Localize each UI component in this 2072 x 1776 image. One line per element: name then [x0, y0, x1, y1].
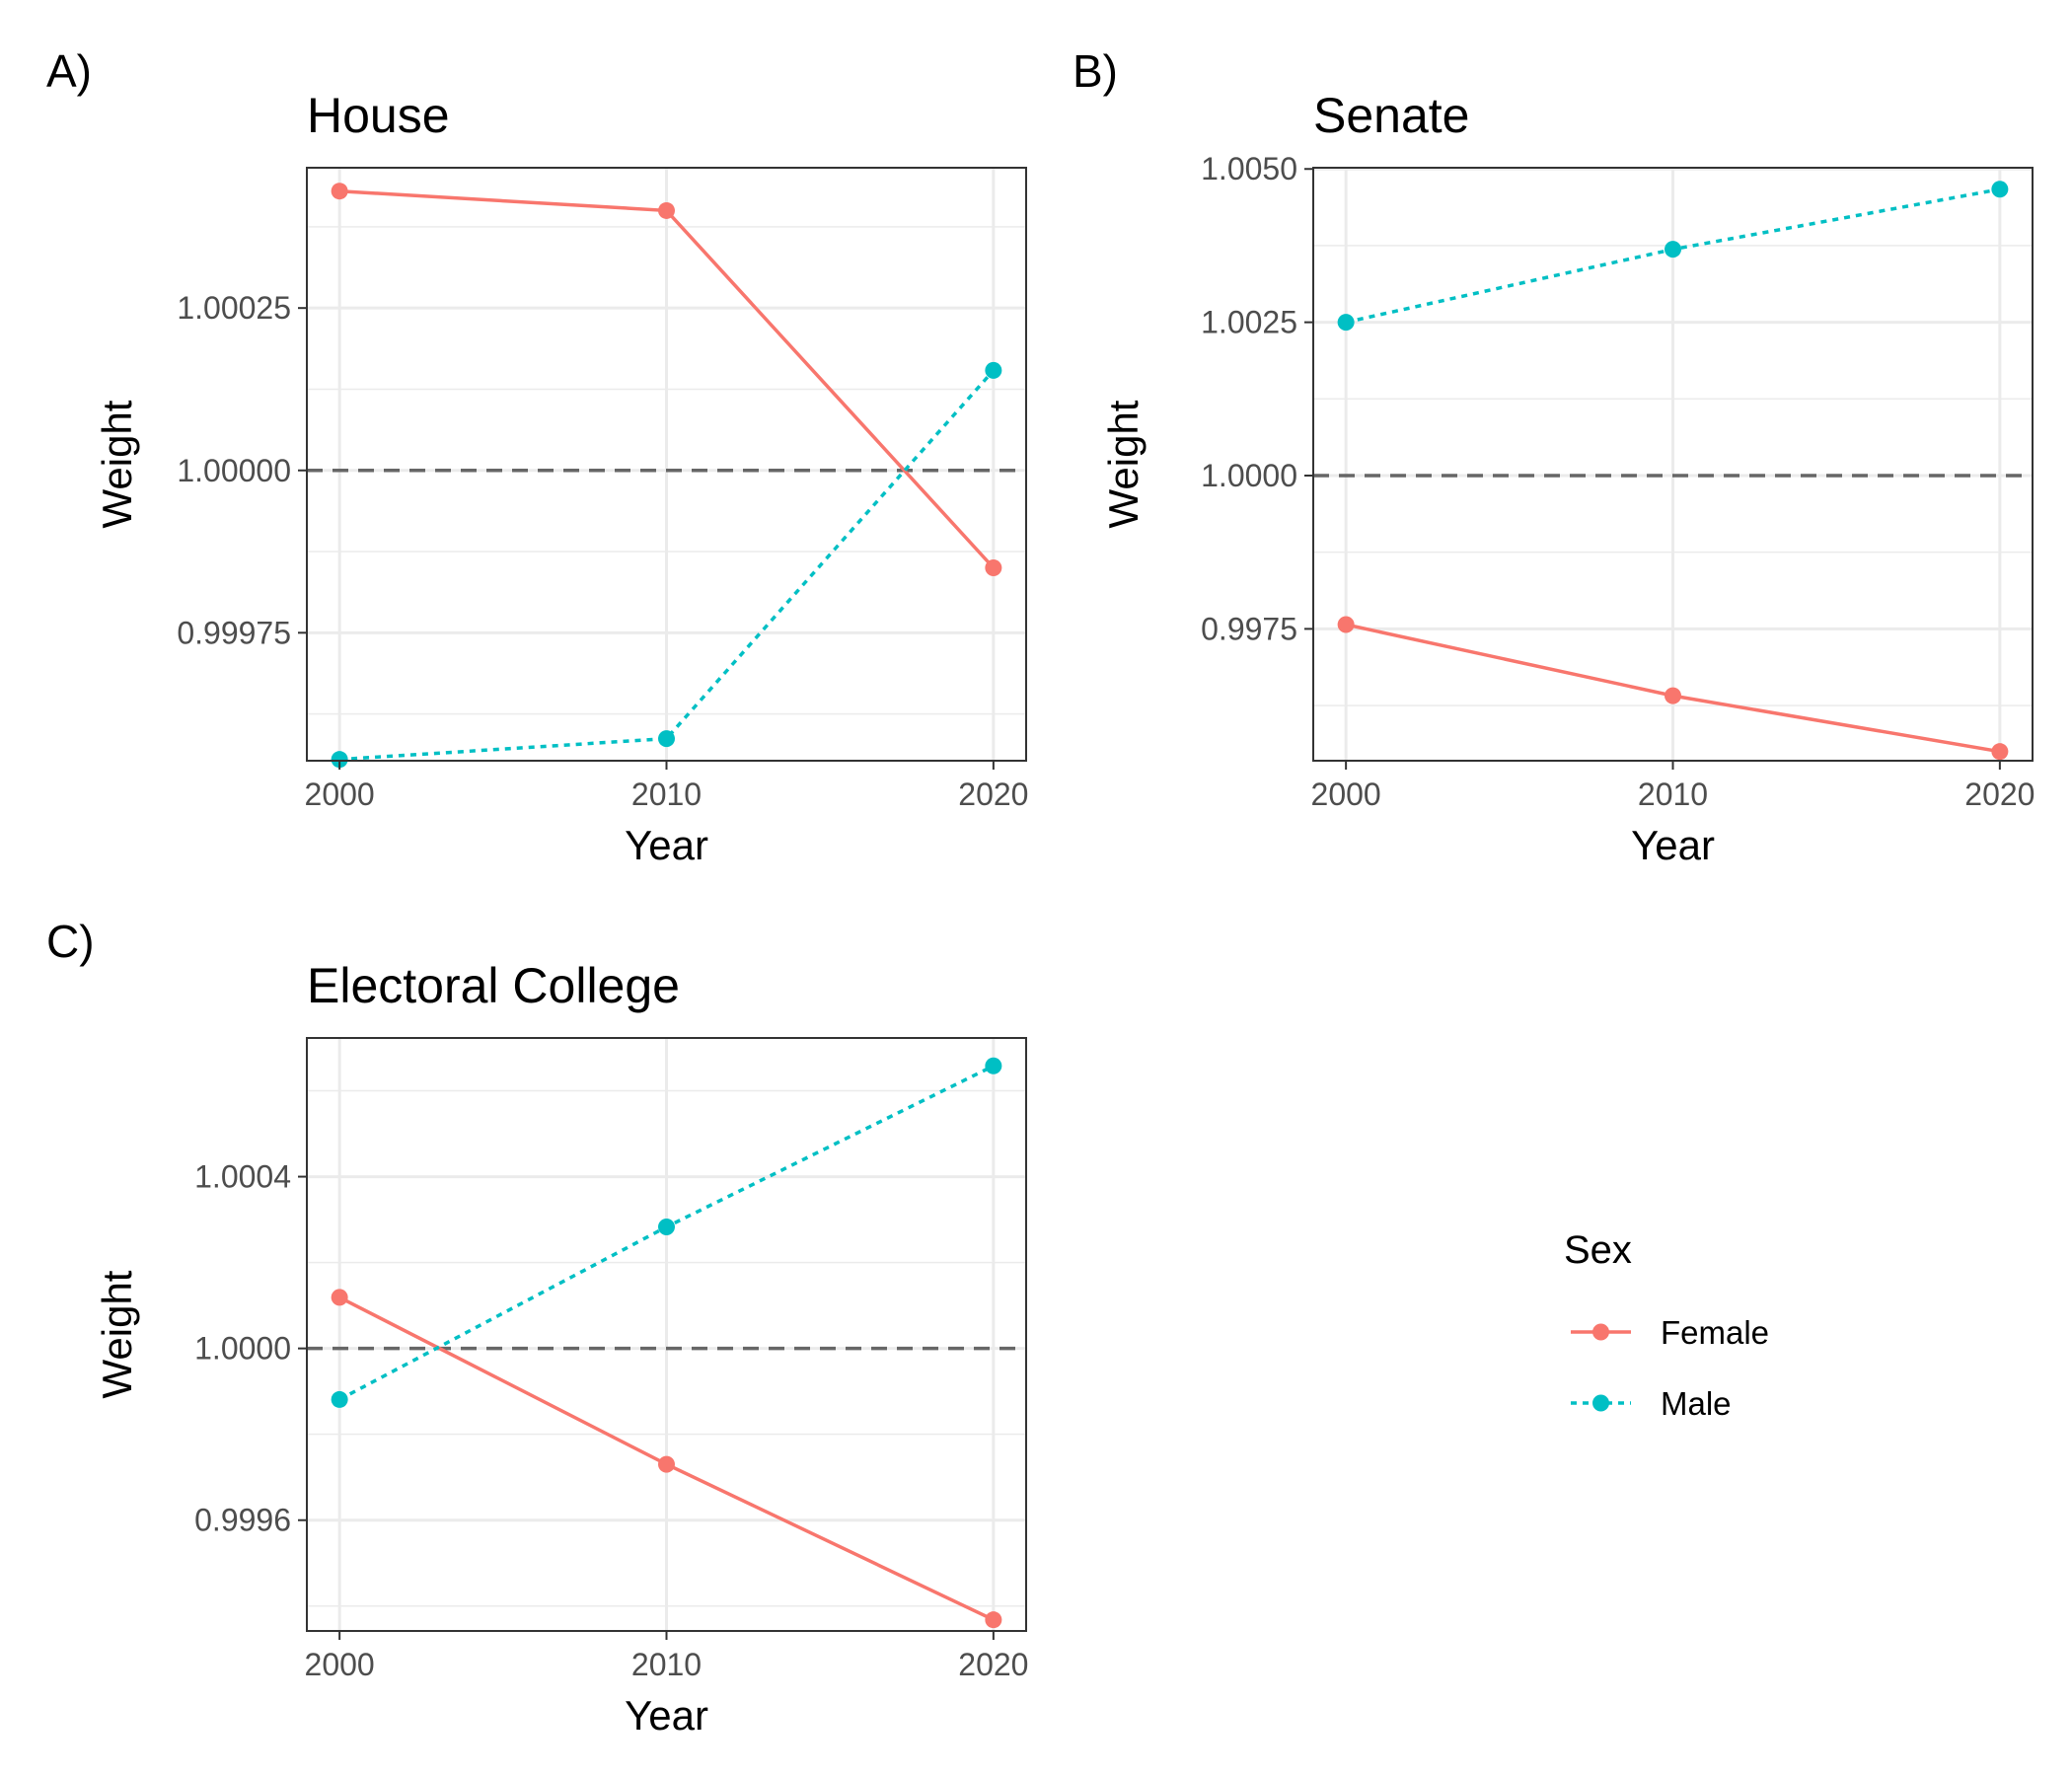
- series-house: [331, 183, 1002, 769]
- x-ticks-electoral-college: 2000 2010 2020: [305, 1631, 1028, 1682]
- panel-title-house: House: [307, 88, 450, 143]
- y-axis-title-house: Weight: [94, 400, 140, 528]
- series-electoral-college: [331, 1057, 1002, 1629]
- x-axis-title-house: Year: [625, 822, 708, 868]
- panel-title-senate: Senate: [1313, 88, 1469, 143]
- y-tick-label-electoral-college-1: 1.0000: [194, 1331, 291, 1367]
- x-axis-title-electoral-college: Year: [625, 1692, 708, 1739]
- panel-electoral-college: C) Electoral College 0.99961.00001.0004 …: [46, 916, 1028, 1739]
- x-tick-label-electoral-college-1: 2010: [631, 1647, 702, 1682]
- point-house-male-2000: [331, 751, 348, 769]
- point-electoral-college-male-2020: [985, 1057, 1002, 1074]
- x-tick-label-electoral-college-2: 2020: [958, 1647, 1028, 1682]
- y-tick-label-senate-1: 1.0000: [1201, 458, 1297, 493]
- y-tick-label-senate-2: 1.0025: [1201, 305, 1297, 340]
- point-senate-male-2020: [1991, 181, 2009, 198]
- y-tick-label-electoral-college-2: 1.0004: [194, 1159, 291, 1195]
- grid-senate: [1313, 167, 2033, 761]
- point-electoral-college-male-2000: [331, 1390, 348, 1408]
- x-axis-title-senate: Year: [1631, 822, 1715, 868]
- point-electoral-college-male-2010: [658, 1218, 675, 1235]
- grid-house: [307, 168, 1026, 761]
- point-electoral-college-female-2020: [985, 1611, 1002, 1629]
- point-senate-male-2000: [1337, 314, 1355, 332]
- point-house-female-2000: [331, 183, 348, 200]
- y-tick-label-house-2: 1.00025: [177, 290, 291, 326]
- y-axis-title-senate: Weight: [1100, 400, 1147, 528]
- legend: Sex Female Male: [1564, 1228, 1769, 1422]
- point-senate-female-2010: [1665, 687, 1681, 704]
- y-ticks-electoral-college: 0.9996 1.0000 1.0004: [194, 1159, 307, 1538]
- point-senate-male-2010: [1665, 241, 1681, 259]
- y-tick-label-house-1: 1.00000: [177, 453, 291, 488]
- legend-entry-female: Female: [1571, 1314, 1769, 1351]
- point-senate-female-2020: [1991, 743, 2009, 761]
- x-tick-label-senate-1: 2010: [1638, 777, 1708, 812]
- legend-entry-male: Male: [1571, 1385, 1732, 1422]
- x-tick-label-house-2: 2020: [958, 777, 1028, 812]
- legend-key-point-female: [1592, 1323, 1609, 1341]
- x-tick-label-senate-0: 2000: [1311, 777, 1381, 812]
- x-ticks-senate: 2000 2010 2020: [1311, 761, 2035, 812]
- legend-key-point-male: [1592, 1394, 1609, 1412]
- series-senate: [1337, 181, 2009, 761]
- point-senate-female-2000: [1337, 616, 1355, 633]
- panel-tag-a: A): [46, 45, 92, 97]
- y-tick-label-senate-3: 1.0050: [1201, 151, 1297, 186]
- y-tick-label-senate-0: 0.9975: [1201, 611, 1297, 646]
- legend-label-female: Female: [1661, 1314, 1769, 1351]
- legend-title: Sex: [1564, 1228, 1632, 1272]
- panel-tag-b: B): [1073, 45, 1118, 97]
- x-tick-label-house-0: 2000: [305, 777, 375, 812]
- panel-tag-c: C): [46, 916, 95, 967]
- point-electoral-college-female-2000: [331, 1289, 348, 1306]
- point-house-male-2020: [985, 361, 1002, 379]
- point-house-female-2010: [658, 201, 675, 219]
- legend-label-male: Male: [1661, 1385, 1732, 1422]
- x-tick-label-house-1: 2010: [631, 777, 702, 812]
- x-ticks-house: 2000 2010 2020: [305, 761, 1028, 812]
- panel-title-electoral-college: Electoral College: [307, 958, 680, 1013]
- y-tick-label-house-0: 0.99975: [177, 615, 291, 650]
- y-tick-label-electoral-college-0: 0.9996: [194, 1503, 291, 1538]
- y-axis-title-electoral-college: Weight: [94, 1270, 140, 1398]
- y-ticks-house: 0.99975 1.00000 1.00025: [177, 290, 307, 650]
- x-tick-label-electoral-college-0: 2000: [305, 1647, 375, 1682]
- series-line-house-male: [338, 369, 996, 762]
- point-house-female-2020: [985, 558, 1002, 576]
- x-tick-label-senate-2: 2020: [1964, 777, 2035, 812]
- grid-electoral-college: [307, 1038, 1026, 1631]
- y-ticks-senate: 0.9975 1.0000 1.0025 1.0050: [1201, 151, 1313, 646]
- point-house-male-2010: [658, 730, 675, 748]
- point-electoral-college-female-2010: [658, 1455, 675, 1473]
